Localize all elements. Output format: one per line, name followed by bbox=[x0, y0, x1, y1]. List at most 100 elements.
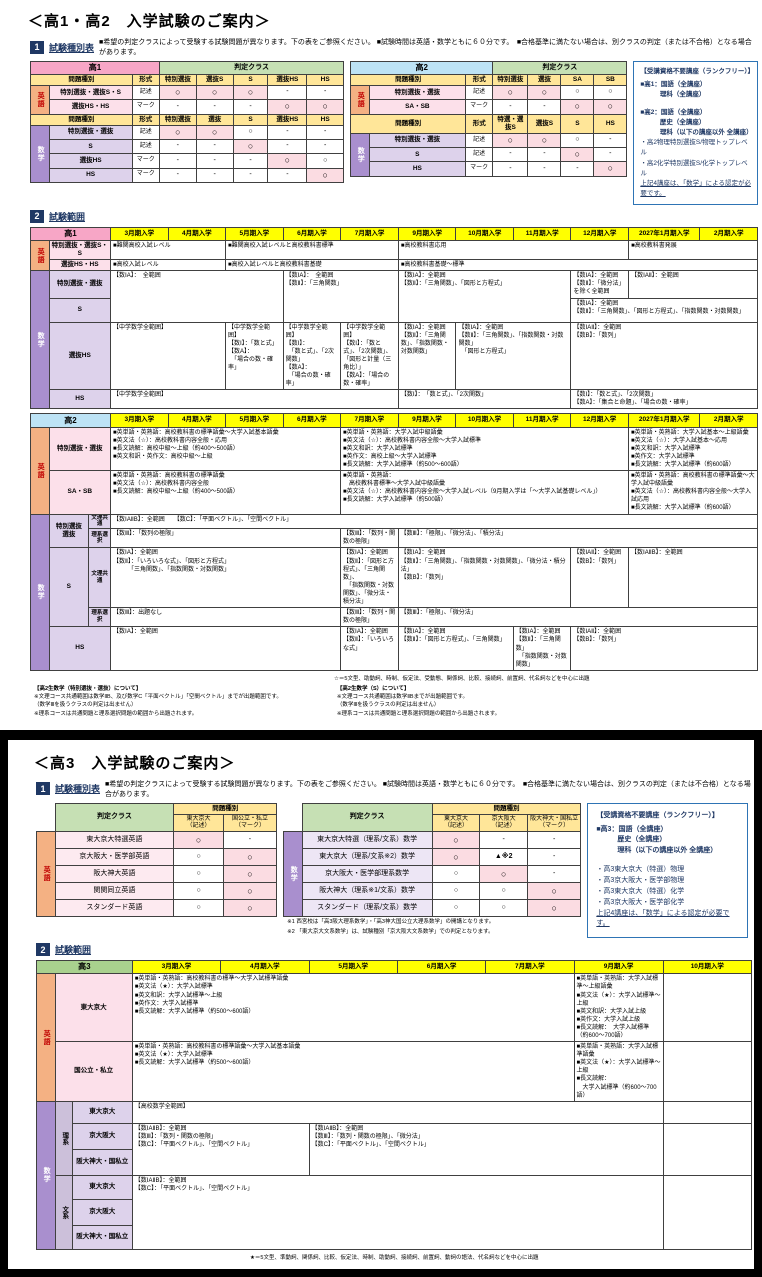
table-cell: ○ bbox=[431, 882, 481, 901]
kou2-type-table-grid: 高2 判定クラス 問題種別 形式 特別選抜 選抜 SA SB 英語 特別選抜・選抜 記述 ○ ○ ○ ○ SA… bbox=[350, 61, 628, 177]
table-cell: ○ bbox=[267, 99, 308, 115]
kou3-english-type-table: 判定クラス 問題種別 東大京大 （記述） 国公立・私立 （マーク） 英語 東大京大特選英語 ○ -… bbox=[36, 802, 278, 918]
grade3-frame: ＜高3 入学試験のご案内＞ 1 試験種別表 ■希望の判定クラスによって受験する試… bbox=[0, 729, 762, 1277]
table-cell: 特選・選抜S bbox=[492, 113, 529, 134]
table-cell: ○ bbox=[431, 899, 481, 918]
table-cell: ■高校教科書応用 bbox=[397, 239, 630, 261]
table-cell: 形式 bbox=[131, 73, 160, 87]
table-cell: 5月期入学 bbox=[225, 226, 284, 241]
table-cell: ○ bbox=[195, 85, 234, 101]
table-cell: 2月期入学 bbox=[699, 226, 758, 241]
table-cell: 7月期入学 bbox=[340, 413, 399, 428]
table-cell: 記述 bbox=[131, 85, 160, 101]
table-cell: ○ bbox=[431, 831, 481, 850]
table-cell: 特別選抜 bbox=[492, 73, 529, 87]
table-cell: マーク bbox=[131, 167, 160, 183]
table-cell: SA bbox=[560, 73, 595, 87]
table-cell: ■英単語・英熟語：高校教科書の標準語彙 ■英文法（☆）：高校教科書内容全般 ■長文読… bbox=[110, 470, 342, 515]
table-cell: ○ bbox=[479, 882, 529, 901]
table-cell: マーク bbox=[131, 153, 160, 169]
section1-number: 1 bbox=[30, 40, 44, 54]
table-cell: 【数Ⅰ】： 「数と式」、「2次関数」 bbox=[397, 389, 572, 410]
table-cell: 【数Ⅲ】：「数列・関数の極限」 bbox=[340, 607, 399, 628]
table-cell: 【数Ⅲ】：「極限」、「微分法」 bbox=[397, 607, 759, 628]
table-cell: 問題種別 bbox=[350, 113, 467, 134]
section2-header: 2 試験範囲 bbox=[30, 209, 758, 223]
table-cell: ○ bbox=[232, 124, 269, 141]
table-cell: - bbox=[195, 167, 234, 183]
note-line: ※理系コースは共通問題と理系選択問題の範囲から出題されます。 bbox=[336, 710, 501, 717]
table-cell: - bbox=[492, 99, 529, 115]
table-cell: - bbox=[306, 138, 345, 155]
table-cell: ○ bbox=[431, 865, 481, 884]
table-cell: 2027年1月期入学 bbox=[628, 226, 701, 241]
table-cell: 【数ⅠA】： 全範囲 bbox=[110, 270, 284, 323]
table-cell: ■高校教科書発展 bbox=[628, 239, 758, 261]
table-cell: 11月期入学 bbox=[512, 226, 572, 241]
table-cell: ○ bbox=[267, 153, 308, 169]
table-cell: ■英単語・英熟語：大学入試標準～上級語彙 ■英文法（★）：大学入試標準～上級 ■英文… bbox=[573, 973, 664, 1043]
table-cell: ○ bbox=[479, 899, 529, 918]
table-cell: - bbox=[267, 124, 308, 141]
table-cell: 形式 bbox=[131, 113, 160, 126]
table-cell: - bbox=[306, 124, 345, 141]
table-cell: ○ bbox=[173, 882, 224, 901]
table-cell: 理系選択 bbox=[88, 607, 112, 628]
table-cell: ○ bbox=[173, 831, 224, 850]
table-cell: 判定クラス bbox=[158, 61, 345, 75]
table-cell: 文理共通 bbox=[88, 547, 112, 609]
table-cell: 京大阪大 （記述） bbox=[479, 813, 529, 833]
table-cell: - bbox=[195, 153, 234, 169]
table-cell: - bbox=[195, 138, 234, 155]
table-cell: ○ bbox=[593, 99, 628, 115]
table-cell: 東大京大 bbox=[54, 973, 133, 1043]
rankfree-line bbox=[596, 857, 739, 865]
table-cell: - bbox=[527, 865, 582, 884]
table-cell: HS bbox=[48, 167, 133, 183]
grade2-header: 高2 bbox=[29, 413, 112, 428]
subject-english: 英語 bbox=[30, 426, 50, 515]
table-cell: S bbox=[368, 147, 467, 163]
table-cell: 東大京大（理系/文系※2）数学 bbox=[301, 848, 433, 867]
kou2-range-table-grid: 高2 3月期入学 4月期入学 5月期入学 6月期入学 7月期入学 9月期入学 10月期入学 11… bbox=[29, 413, 759, 671]
table-cell: 阪大神大・国私立 （マーク） bbox=[527, 813, 582, 833]
grade12-section: ＜高1・高2 入学試験のご案内＞ 1 試験種別表 ■希望の判定クラスによって受験… bbox=[28, 13, 759, 718]
table-cell: ■高校教科書基礎～標準 bbox=[397, 259, 759, 272]
table-cell: ▲※2 bbox=[479, 848, 529, 867]
table-cell: 東大京大 （記述） bbox=[431, 813, 481, 833]
table-cell: S bbox=[560, 113, 595, 134]
table-cell: 【中学数学全範囲】 bbox=[110, 389, 399, 410]
table-cell: 特別選抜 選抜 bbox=[48, 513, 90, 549]
table-cell: ○ bbox=[492, 132, 529, 149]
grade1-header: 高1 bbox=[30, 61, 160, 75]
table-cell: ○ bbox=[593, 161, 628, 177]
note-line: （数学Ⅲを扱うクラスの判定は出ません） bbox=[336, 702, 440, 709]
section1-note: ■希望の判定クラスによって受験する試験問題が異なります。下の表をご参照ください。… bbox=[99, 39, 752, 56]
section2-number: 2 bbox=[36, 943, 50, 957]
table-cell: 9月期入学 bbox=[397, 226, 457, 241]
table-cell: 7月期入学 bbox=[485, 960, 575, 975]
table-cell: 【数ⅠA】：全範囲 bbox=[110, 626, 342, 671]
table-cell: 【高校数学全範囲】 bbox=[131, 1100, 664, 1124]
kou3-math-type-table-grid: 判定クラス 問題種別 東大京大 （記述） 京大阪大 （記述） 阪大神大・国私立 （マーク） 数学… bbox=[283, 802, 582, 918]
table-cell: 記述 bbox=[465, 85, 494, 101]
table-cell: 2月期入学 bbox=[699, 413, 758, 428]
table-cell: 東大京大 bbox=[71, 1174, 133, 1200]
table-cell: 【数ⅠA】： 全範囲 【数Ⅱ】：「三角関数」 bbox=[282, 270, 399, 323]
table-cell: ○ bbox=[492, 85, 529, 101]
table-cell: 【数ⅠA】：全範囲 【数Ⅱ】：「図形と方程式」、「三角関数」 bbox=[397, 626, 514, 671]
table-cell: ○ bbox=[527, 85, 562, 101]
table-cell: 【数ⅠAⅡB】：全範囲 bbox=[627, 547, 759, 609]
table-cell: 【数ⅠA】：全範囲 【数Ⅱ】：「三角関数」、「指数関数・対数関数」 「図形と方程式… bbox=[455, 321, 572, 391]
table-cell: 判定クラス bbox=[54, 802, 175, 833]
table-cell: 【数ⅠA】：全範囲 【数Ⅱ】：「微分法」を除く全範囲 bbox=[570, 270, 630, 299]
note-tokusen-math: 【高2生数学（特別選抜・選抜）について】 ※文理コース共通範囲は数学ⅡB、及び数… bbox=[34, 685, 282, 718]
table-cell: 京大阪大・医学部英語 bbox=[54, 848, 175, 867]
table-cell: 記述 bbox=[131, 124, 160, 141]
table-cell: 理系選択 bbox=[88, 528, 112, 549]
table-cell: ○ bbox=[527, 132, 562, 149]
table-cell: ■英単語・英熟語：大学入試基本～上級語彙 ■英文法（☆）：大学入試基本～応用 ■英文… bbox=[627, 426, 759, 472]
table-cell: 選抜 bbox=[195, 113, 234, 126]
table-cell: ○ bbox=[306, 167, 345, 183]
section1-header-g3: 1 試験種別表 ■希望の判定クラスによって受験する試験問題が異なります。下の表を… bbox=[36, 779, 752, 799]
